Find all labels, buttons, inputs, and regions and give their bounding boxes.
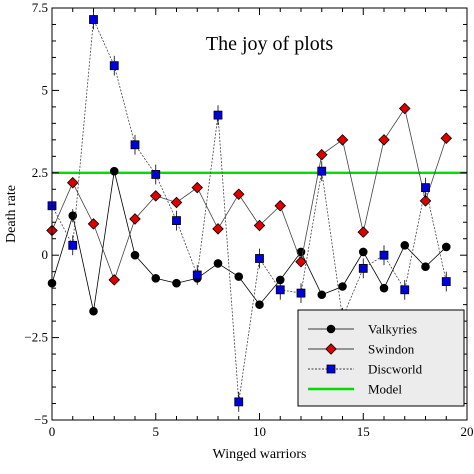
valkyries-point xyxy=(172,278,181,288)
valkyries-point xyxy=(441,242,451,252)
swindon-point xyxy=(191,181,204,194)
x-tick-label: 15 xyxy=(357,424,370,439)
swindon-point xyxy=(108,274,121,286)
valkyries-point xyxy=(151,273,161,283)
swindon-point xyxy=(170,196,183,209)
legend: Valkyries Swindon Discworld Model xyxy=(297,309,465,407)
swindon-point xyxy=(232,188,245,200)
y-tick-label: −5 xyxy=(34,412,48,427)
swindon-point xyxy=(357,226,370,238)
discworld-point xyxy=(296,288,306,298)
discworld-point xyxy=(213,110,223,120)
discworld-point xyxy=(421,183,430,193)
discworld-point xyxy=(172,216,181,225)
swindon-line xyxy=(51,107,447,282)
legend-marker-swindon xyxy=(325,343,337,355)
swindon-point xyxy=(253,219,266,232)
x-tick-label: 0 xyxy=(49,424,56,439)
discworld-point xyxy=(192,270,202,280)
valkyries-point xyxy=(400,241,410,250)
discworld-point xyxy=(130,140,140,150)
swindon-point xyxy=(398,102,411,115)
valkyries-point xyxy=(89,306,98,316)
discworld-point xyxy=(400,285,410,295)
swindon-point xyxy=(274,199,287,212)
swindon-point xyxy=(149,190,162,202)
valkyries-point xyxy=(338,282,347,291)
discworld-point xyxy=(275,285,285,295)
legend-marker-discworld xyxy=(326,364,336,374)
valkyries-point xyxy=(213,259,223,268)
y-tick-label: 7.5 xyxy=(32,0,48,15)
discworld-point xyxy=(317,166,327,176)
x-tick-label: 5 xyxy=(153,424,160,439)
legend-label-model: Model xyxy=(368,382,402,397)
legend-label-swindon: Swindon xyxy=(368,342,415,357)
valkyries-point xyxy=(109,166,119,176)
y-tick-label: 2.5 xyxy=(32,165,48,180)
discworld-point xyxy=(358,263,368,273)
series-layer xyxy=(46,9,453,412)
y-tick-label: 0 xyxy=(42,247,49,262)
valkyries-point xyxy=(130,250,140,260)
discworld-point xyxy=(379,250,389,260)
legend-label-discworld: Discworld xyxy=(368,362,423,377)
valkyries-line xyxy=(51,171,447,312)
valkyries-point xyxy=(358,247,368,257)
swindon-point xyxy=(440,132,453,144)
swindon-point xyxy=(378,134,390,146)
valkyries-point xyxy=(379,283,389,293)
swindon-point xyxy=(129,213,141,225)
discworld-point xyxy=(109,61,119,71)
discworld-point xyxy=(255,254,264,263)
swindon-point xyxy=(212,223,224,235)
x-tick-label: 10 xyxy=(253,424,266,439)
y-tick-label: −2.5 xyxy=(24,330,48,345)
discworld-point xyxy=(68,240,78,250)
discworld-point xyxy=(151,170,161,179)
valkyries-point xyxy=(255,300,264,309)
x-axis-label: Winged warriors xyxy=(213,447,307,462)
swindon-point xyxy=(66,176,79,189)
valkyries-point xyxy=(317,290,327,300)
axis-ticks: 0 5 10 15 20 −5 −2.5 0 2.5 5 7.5 xyxy=(24,0,473,439)
discworld-point xyxy=(441,277,451,286)
legend-marker-valkyries xyxy=(326,324,336,334)
swindon-point xyxy=(336,134,349,146)
discworld-point xyxy=(89,15,98,24)
swindon-point xyxy=(315,148,328,161)
valkyries-point xyxy=(68,211,78,220)
swindon-point xyxy=(295,256,307,268)
y-tick-label: 5 xyxy=(42,82,49,97)
swindon-point xyxy=(87,218,100,230)
y-axis-label: Death rate xyxy=(4,185,19,243)
valkyries-point xyxy=(234,272,244,281)
valkyries-point xyxy=(421,262,430,272)
x-tick-label: 20 xyxy=(461,424,474,439)
chart-title: The joy of plots xyxy=(206,33,333,55)
legend-label-valkyries: Valkyries xyxy=(368,322,417,337)
discworld-point xyxy=(234,397,244,407)
